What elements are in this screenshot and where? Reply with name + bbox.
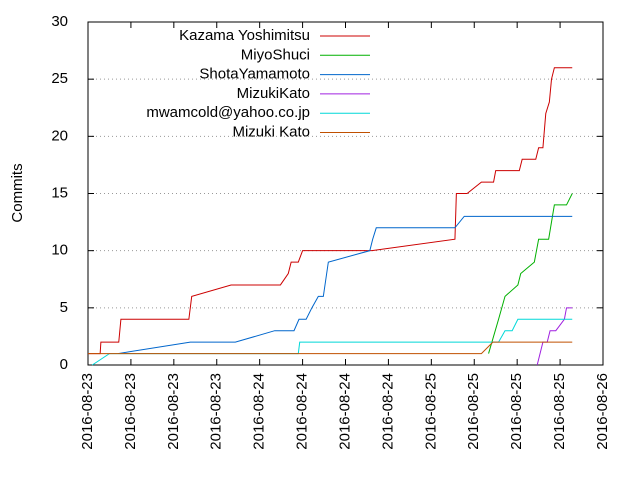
series-line	[117, 215, 573, 355]
plot-border	[87, 21, 604, 366]
x-tick-label: 2016-08-25	[508, 373, 525, 450]
y-tick-label: 0	[60, 356, 68, 373]
y-tick-label: 10	[51, 242, 68, 259]
x-tick-label: 2016-08-25	[551, 373, 568, 450]
y-tick-label: 30	[51, 13, 68, 30]
x-tick-label: 2016-08-24	[294, 373, 311, 450]
legend-label: ShotaYamamoto	[199, 66, 310, 83]
legend-label: Kazama Yoshimitsu	[179, 27, 310, 44]
x-tick-label: 2016-08-25	[465, 373, 482, 450]
x-tick-label: 2016-08-24	[251, 373, 268, 450]
y-tick-label: 5	[60, 299, 68, 316]
x-tick-label: 2016-08-23	[79, 373, 96, 450]
legend-label: MizukiKato	[237, 85, 310, 102]
x-tick-label: 2016-08-24	[379, 373, 396, 450]
legend-label: mwamcold@yahoo.co.jp	[146, 104, 310, 121]
y-tick-label: 15	[51, 184, 68, 201]
series-line	[488, 193, 573, 354]
y-axis-label: Commits	[9, 163, 26, 222]
x-tick-label: 2016-08-23	[208, 373, 225, 450]
series-line	[88, 341, 573, 355]
series-line	[88, 67, 573, 355]
series-line	[536, 307, 573, 366]
legend-label: MiyoShuci	[241, 46, 310, 63]
legend-label: Mizuki Kato	[232, 123, 310, 140]
y-tick-label: 25	[51, 70, 68, 87]
y-tick-label: 20	[51, 127, 68, 144]
x-tick-label: 2016-08-25	[422, 373, 439, 450]
x-tick-label: 2016-08-24	[336, 373, 353, 450]
x-tick-label: 2016-08-23	[122, 373, 139, 450]
x-tick-label: 2016-08-23	[165, 373, 182, 450]
x-tick-label: 2016-08-26	[594, 373, 611, 450]
